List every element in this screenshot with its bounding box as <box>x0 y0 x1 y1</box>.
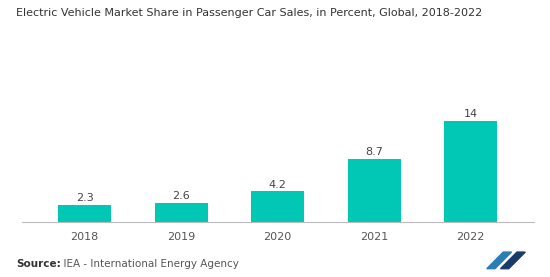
Bar <box>348 159 401 222</box>
Text: 14: 14 <box>464 109 478 119</box>
Text: IEA - International Energy Agency: IEA - International Energy Agency <box>57 259 239 269</box>
Bar <box>251 191 304 222</box>
Bar <box>444 121 497 222</box>
Polygon shape <box>487 252 512 269</box>
Text: Source:: Source: <box>16 259 61 269</box>
Text: Electric Vehicle Market Share in Passenger Car Sales, in Percent, Global, 2018-2: Electric Vehicle Market Share in Passeng… <box>16 8 483 18</box>
Text: 8.7: 8.7 <box>365 147 383 157</box>
Polygon shape <box>500 252 525 269</box>
Text: 4.2: 4.2 <box>269 179 287 189</box>
Text: 2.3: 2.3 <box>76 193 94 203</box>
Text: 2.6: 2.6 <box>172 191 190 201</box>
Bar <box>155 203 208 222</box>
Bar <box>58 205 111 222</box>
